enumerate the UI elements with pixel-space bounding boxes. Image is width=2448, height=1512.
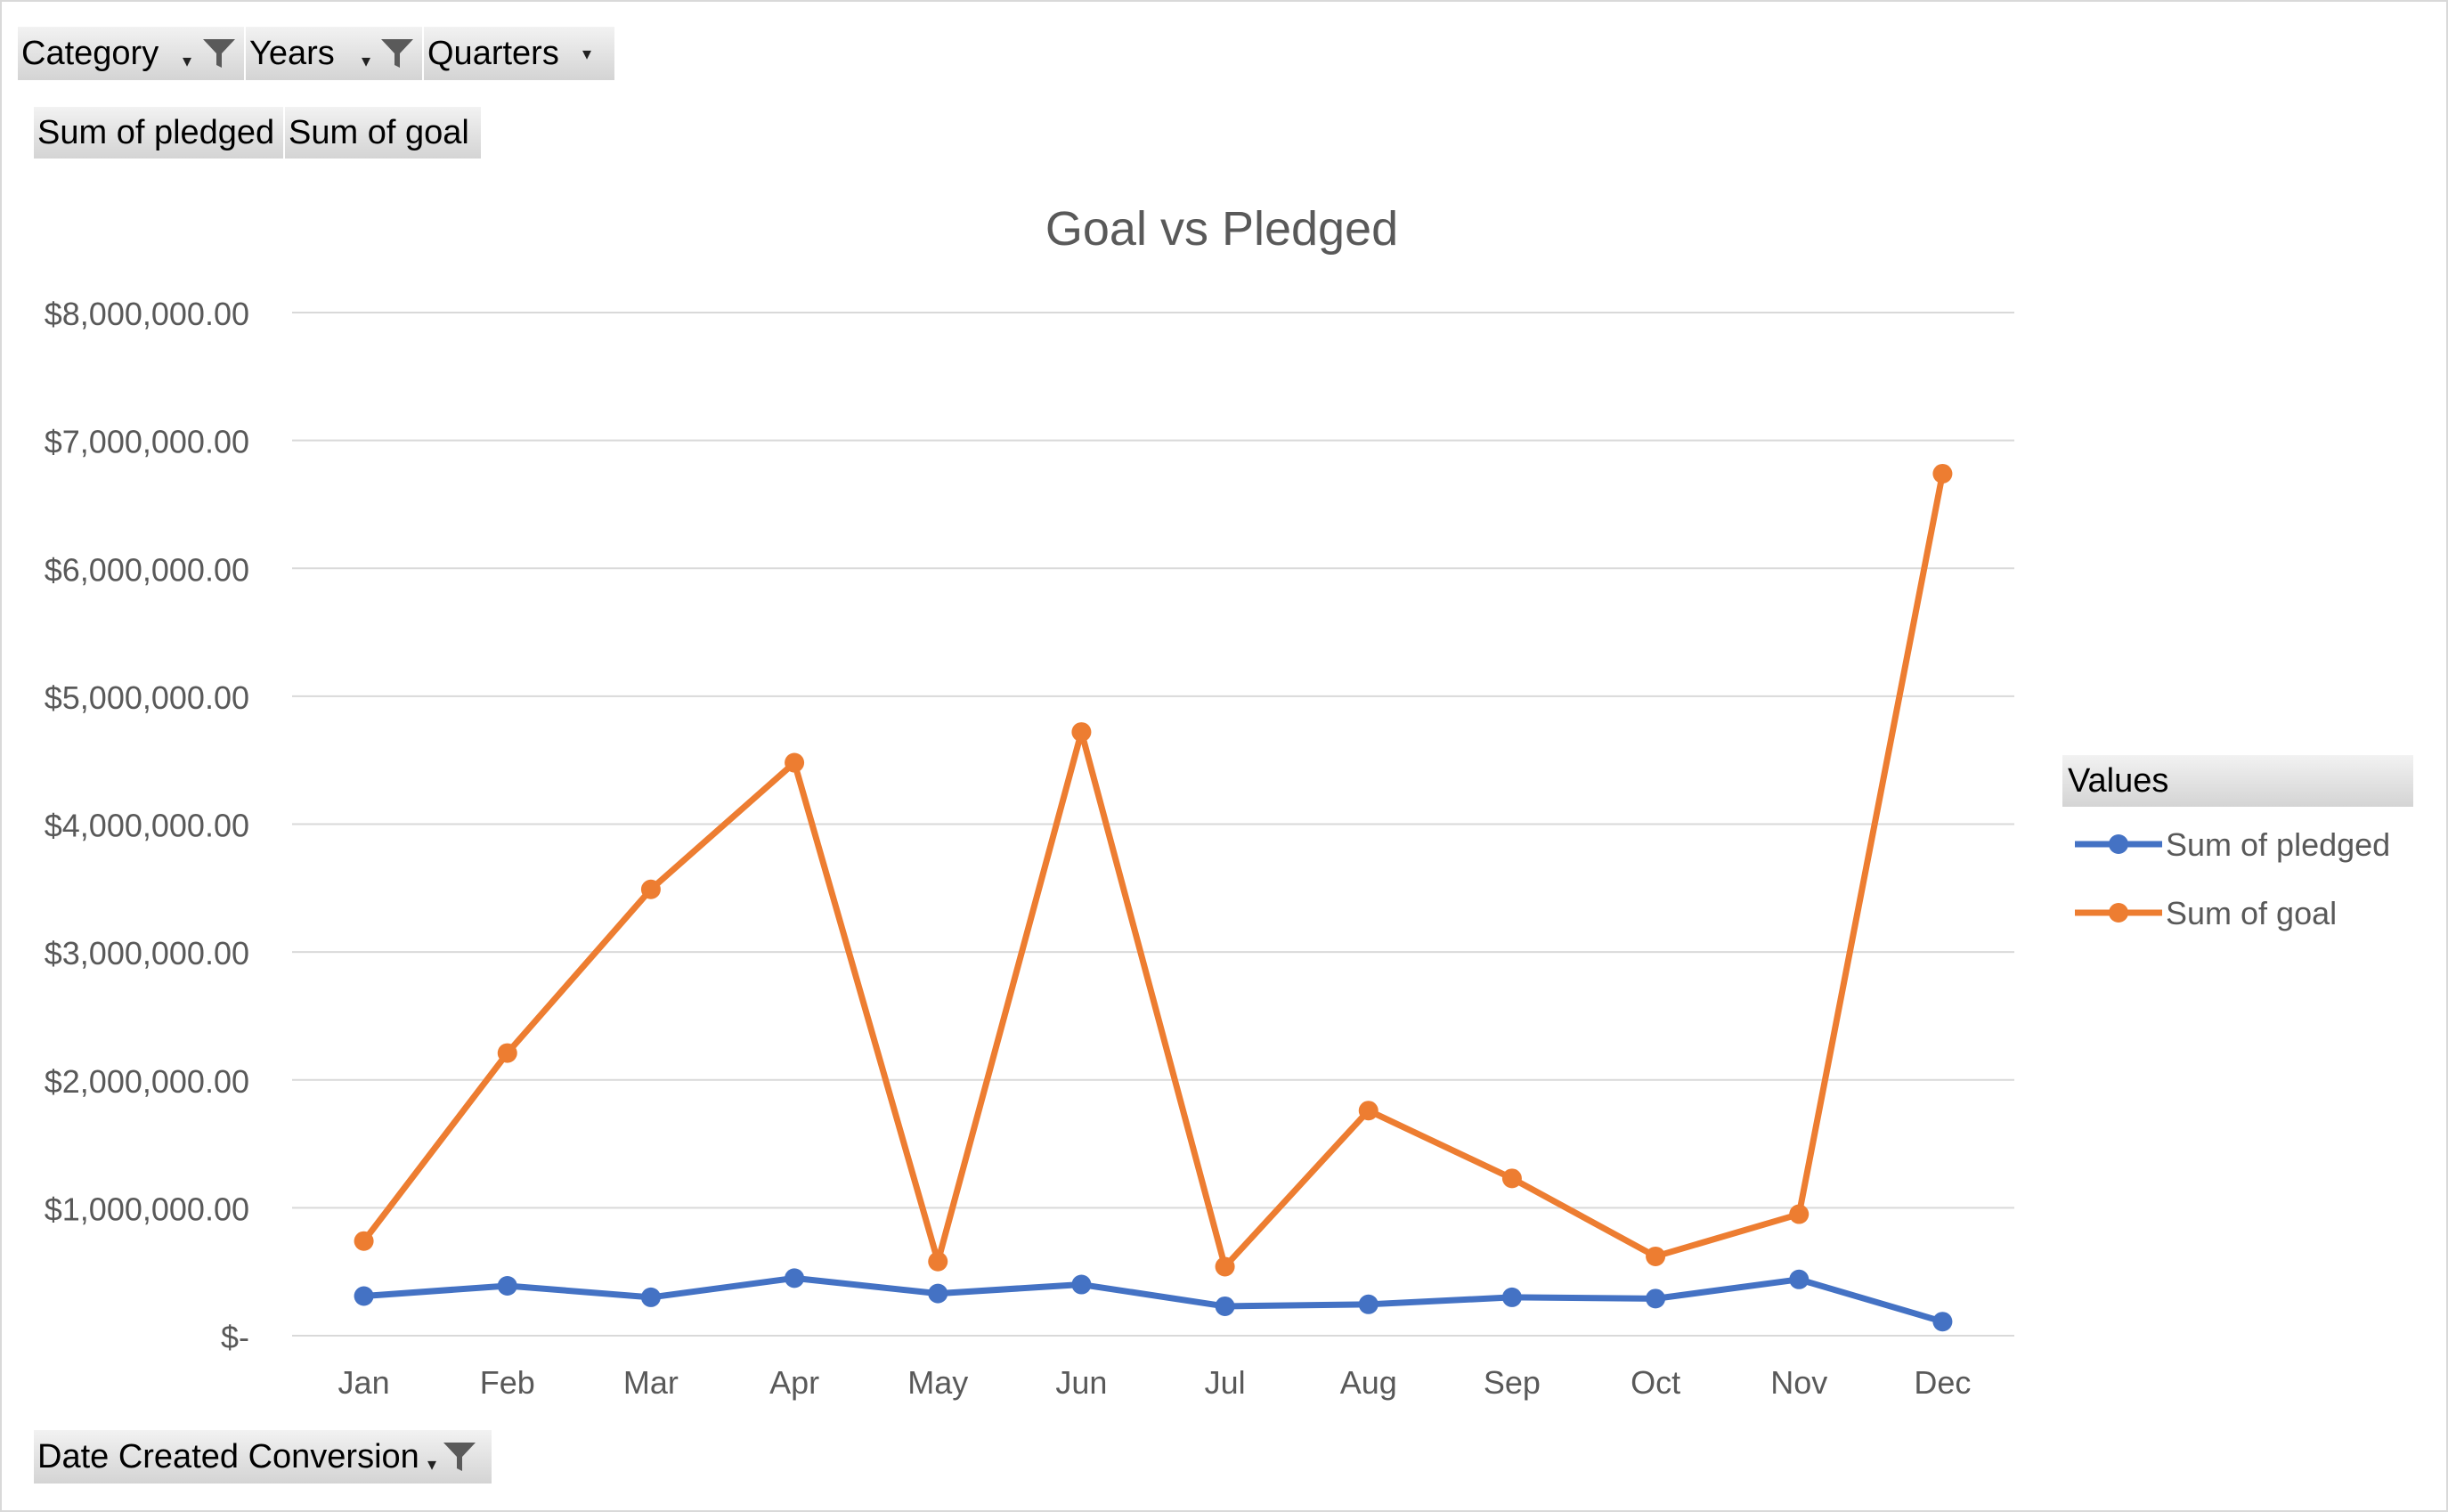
data-point[interactable] <box>1646 1246 1666 1266</box>
data-point[interactable] <box>640 1287 661 1307</box>
legend-title: Values <box>2062 755 2413 807</box>
funnel-icon <box>381 39 413 68</box>
x-tick-label: Dec <box>1914 1364 1971 1401</box>
series-sum-of-goal <box>354 463 1953 1277</box>
chart-title: Goal vs Pledged <box>1045 202 1398 256</box>
years-filter-label: Years <box>249 34 335 72</box>
y-tick-label: $2,000,000.00 <box>45 1063 249 1100</box>
data-point[interactable] <box>928 1283 948 1304</box>
data-point[interactable] <box>1501 1168 1522 1189</box>
x-tick-label: Feb <box>480 1364 535 1401</box>
data-point[interactable] <box>1215 1296 1235 1316</box>
y-tick-label: $6,000,000.00 <box>45 551 249 588</box>
data-point[interactable] <box>1646 1288 1666 1309</box>
sum-pledged-field-button[interactable]: Sum of pledged <box>34 107 285 159</box>
x-tick-label: Apr <box>769 1364 819 1401</box>
series-line <box>363 1274 1944 1325</box>
dropdown-arrow-icon: ▾ <box>183 52 192 71</box>
x-tick-label: May <box>907 1364 968 1401</box>
category-filter-button[interactable]: Category ▾ <box>18 27 246 80</box>
data-point[interactable] <box>1789 1269 1810 1289</box>
sum-pledged-field-label: Sum of pledged <box>37 113 275 151</box>
funnel-icon <box>203 39 235 68</box>
data-point[interactable] <box>640 879 661 899</box>
series-sum-of-pledged <box>354 1268 1953 1332</box>
y-tick-label: $5,000,000.00 <box>45 679 249 716</box>
legend-title-label: Values <box>2068 761 2169 800</box>
data-point[interactable] <box>497 1275 517 1296</box>
data-point[interactable] <box>1071 1274 1092 1295</box>
data-point[interactable] <box>354 1231 374 1251</box>
x-tick-label: Jul <box>1205 1364 1246 1401</box>
data-point[interactable] <box>1215 1256 1235 1277</box>
date-created-filter-button[interactable]: Date Created Conversion ▾ <box>34 1430 493 1484</box>
data-point[interactable] <box>1932 463 1953 484</box>
dropdown-arrow-icon: ▾ <box>427 1455 437 1475</box>
x-tick-label: Jan <box>338 1364 390 1401</box>
data-point[interactable] <box>354 1286 374 1306</box>
dropdown-arrow-icon: ▾ <box>362 52 371 71</box>
x-tick-label: Aug <box>1340 1364 1397 1401</box>
y-tick-label: $3,000,000.00 <box>45 935 249 971</box>
y-tick-label: $1,000,000.00 <box>45 1191 249 1227</box>
category-filter-label: Category <box>21 34 159 72</box>
dropdown-arrow-icon: ▾ <box>582 45 592 64</box>
data-point[interactable] <box>785 752 805 773</box>
years-filter-button[interactable]: Years ▾ <box>246 27 424 80</box>
data-point[interactable] <box>1932 1312 1953 1332</box>
quarters-filter-button[interactable]: Quarters ▾ <box>424 27 616 80</box>
funnel-icon <box>443 1443 476 1471</box>
data-point[interactable] <box>1071 722 1092 743</box>
sum-goal-field-label: Sum of goal <box>289 113 469 151</box>
x-tick-label: Oct <box>1631 1364 1680 1401</box>
sum-goal-field-button[interactable]: Sum of goal <box>285 107 483 159</box>
x-tick-label: Sep <box>1484 1364 1541 1401</box>
y-tick-label: $7,000,000.00 <box>45 424 249 460</box>
y-tick-label: $- <box>221 1319 249 1355</box>
y-tick-label: $8,000,000.00 <box>45 296 249 332</box>
x-tick-label: Mar <box>623 1364 679 1401</box>
quarters-filter-label: Quarters <box>427 34 559 72</box>
x-tick-label: Jun <box>1055 1364 1107 1401</box>
series-line <box>361 473 1946 1270</box>
data-point[interactable] <box>1358 1101 1379 1121</box>
data-point[interactable] <box>928 1251 948 1272</box>
data-point[interactable] <box>497 1043 517 1063</box>
date-created-filter-label: Date Created Conversion <box>37 1437 419 1475</box>
data-point[interactable] <box>1358 1294 1379 1314</box>
y-tick-label: $4,000,000.00 <box>45 808 249 844</box>
data-point[interactable] <box>1501 1287 1522 1307</box>
data-point[interactable] <box>1789 1204 1810 1224</box>
x-tick-label: Nov <box>1770 1364 1827 1401</box>
data-point[interactable] <box>785 1268 805 1288</box>
